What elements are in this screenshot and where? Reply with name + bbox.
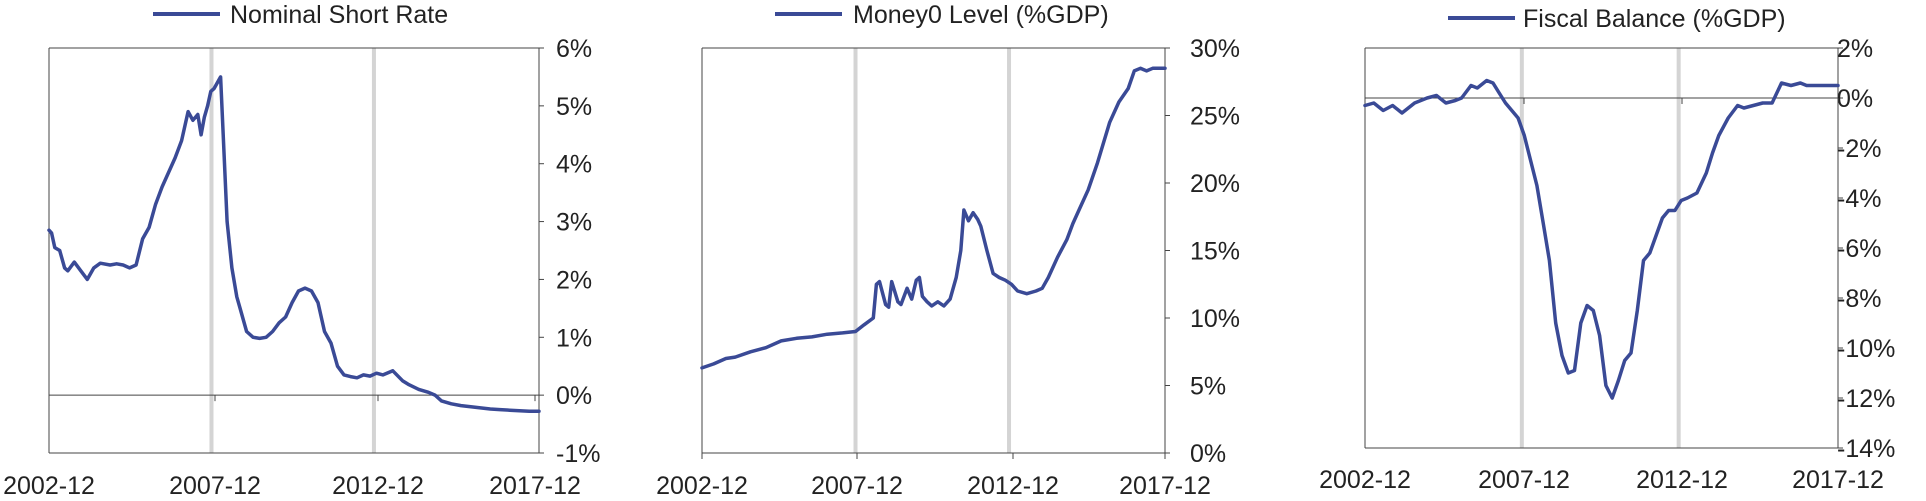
x-tick-label: 2007-12 (811, 472, 903, 500)
x-tick-label: 2002-12 (656, 472, 748, 500)
y-tick-label: 4% (556, 151, 592, 179)
series-line (700, 66, 1167, 370)
y-tick-label: -4% (1837, 185, 1881, 213)
y-tick-label: -6% (1837, 235, 1881, 263)
y-tick-label: -14% (1837, 435, 1895, 463)
y-tick-label: 5% (1190, 373, 1226, 401)
y-tick-label: 10% (1190, 305, 1240, 333)
x-tick-label: 2012-12 (967, 472, 1059, 500)
y-tick-label: 5% (556, 93, 592, 121)
legend-label: Fiscal Balance (%GDP) (1523, 5, 1786, 33)
y-tick-label: 0% (1190, 440, 1226, 468)
legend-label: Money0 Level (%GDP) (853, 1, 1109, 29)
x-tick-label: 2007-12 (1478, 466, 1570, 494)
y-tick-label: 0% (1837, 85, 1873, 113)
x-tick-label: 2012-12 (332, 472, 424, 500)
y-tick-label: 6% (556, 35, 592, 63)
y-tick-label: 2% (1837, 35, 1873, 63)
legend-label: Nominal Short Rate (230, 1, 448, 29)
y-tick-label: 20% (1190, 170, 1240, 198)
x-tick-label: 2017-12 (1119, 472, 1211, 500)
y-tick-label: 2% (556, 266, 592, 294)
x-tick-label: 2017-12 (489, 472, 581, 500)
money0-level-chart: 30% 25% 20% 15% 10% 5% 0% 2002-12 2007-12 2012-12… (656, 1, 1240, 500)
y-tick-label: 30% (1190, 35, 1240, 63)
y-tick-label: 0% (556, 382, 592, 410)
y-tick-label: -8% (1837, 285, 1881, 313)
y-tick-label: -12% (1837, 385, 1895, 413)
y-tick-label: 15% (1190, 238, 1240, 266)
x-tick-label: 2007-12 (169, 472, 261, 500)
series-line (47, 75, 541, 414)
y-tick-label: 1% (556, 324, 592, 352)
fiscal-balance-chart: 2% 0% -2% -4% -6% -8% -10% -12% -14% 2002-12 2007-… (1319, 5, 1895, 494)
y-tick-label: 3% (556, 209, 592, 237)
y-tick-label: -2% (1837, 135, 1881, 163)
x-tick-label: 2017-12 (1792, 466, 1884, 494)
x-tick-label: 2002-12 (1319, 466, 1411, 494)
y-tick-label: -1% (556, 440, 600, 468)
x-tick-label: 2012-12 (1636, 466, 1728, 494)
y-tick-label: -10% (1837, 335, 1895, 363)
nominal-short-rate-chart: 6% 5% 4% 3% 2% 1% 0% -1% 2002-12 2007-12 2012-12 20… (3, 1, 600, 500)
series-line (1363, 78, 1840, 400)
y-tick-label: 25% (1190, 103, 1240, 131)
x-tick-label: 2002-12 (3, 472, 95, 500)
